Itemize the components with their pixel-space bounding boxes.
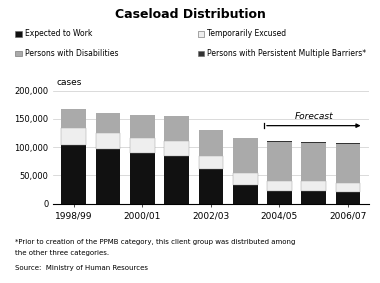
Text: Forecast: Forecast	[294, 112, 333, 121]
Bar	[164, 141, 189, 156]
Text: Persons with Disabilities: Persons with Disabilities	[25, 49, 118, 58]
Bar	[336, 192, 360, 204]
Text: cases: cases	[57, 78, 82, 87]
Bar	[301, 181, 326, 191]
Bar	[164, 116, 189, 141]
Bar	[96, 113, 120, 133]
Bar	[267, 191, 292, 204]
Bar	[233, 185, 258, 204]
Text: Temporarily Excused: Temporarily Excused	[207, 29, 286, 38]
Bar	[233, 173, 258, 185]
Bar	[233, 138, 258, 173]
Bar	[199, 169, 223, 204]
Bar	[130, 153, 155, 204]
Bar	[164, 156, 189, 204]
Bar	[267, 181, 292, 191]
Bar	[62, 109, 86, 128]
Bar	[199, 156, 223, 169]
Bar	[336, 144, 360, 183]
Bar	[267, 142, 292, 181]
Bar	[336, 183, 360, 192]
Bar	[267, 141, 292, 142]
Bar	[62, 145, 86, 204]
Text: Expected to Work: Expected to Work	[25, 29, 92, 38]
Bar	[62, 128, 86, 145]
Bar	[301, 142, 326, 143]
Text: Persons with Persistent Multiple Barriers*: Persons with Persistent Multiple Barrier…	[207, 49, 366, 58]
Bar	[301, 143, 326, 181]
Text: *Prior to creation of the PPMB category, this client group was distributed among: *Prior to creation of the PPMB category,…	[15, 239, 296, 245]
Bar	[199, 130, 223, 156]
Bar	[96, 149, 120, 204]
Bar	[336, 143, 360, 144]
Text: Source:  Ministry of Human Resources: Source: Ministry of Human Resources	[15, 265, 148, 271]
Text: Caseload Distribution: Caseload Distribution	[114, 8, 266, 22]
Bar	[130, 115, 155, 138]
Bar	[301, 191, 326, 204]
Bar	[130, 138, 155, 153]
Bar	[96, 133, 120, 149]
Text: the other three categories.: the other three categories.	[15, 250, 109, 256]
